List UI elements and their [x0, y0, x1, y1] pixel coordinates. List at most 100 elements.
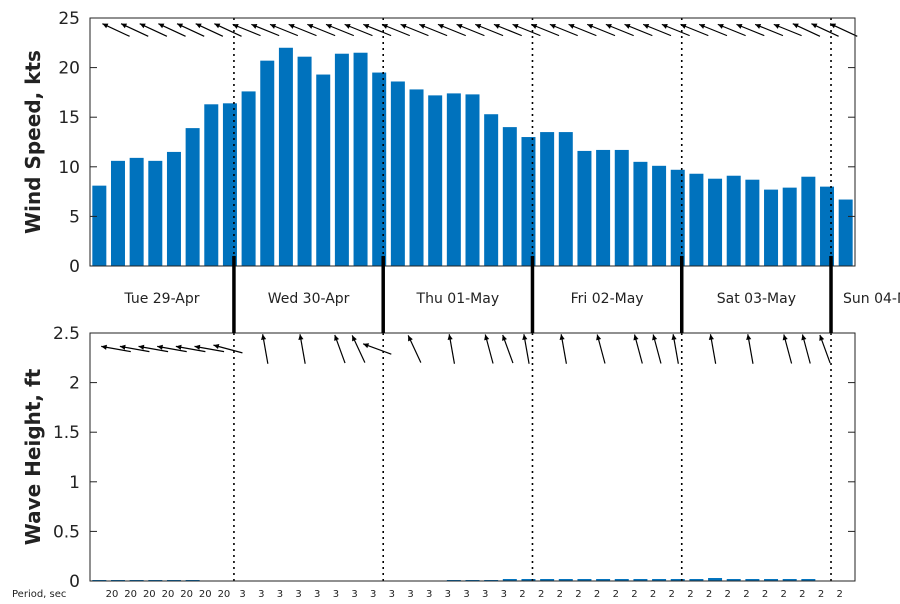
wind-direction-arrow [736, 23, 765, 37]
wind-bar [801, 176, 816, 266]
wind-bar [409, 89, 424, 266]
wave-direction-arrow [652, 334, 662, 364]
wave-direction-arrow [522, 334, 530, 364]
day-label: Wed 30-Apr [268, 291, 350, 307]
period-value: 3 [351, 589, 357, 600]
wave-y-tick-label: 2 [69, 374, 80, 394]
wind-bar [633, 161, 648, 266]
period-value: 20 [162, 589, 175, 600]
wave-direction-arrow [447, 334, 456, 364]
wind-bar [92, 185, 107, 266]
wind-direction-arrow [437, 23, 466, 37]
wave-bar [596, 579, 611, 581]
wind-bar [614, 149, 629, 266]
day-label: Sat 03-May [717, 291, 796, 307]
wave-bar [577, 579, 592, 581]
period-value: 3 [239, 589, 245, 600]
period-value: 3 [277, 589, 283, 600]
wind-direction-arrow [586, 23, 616, 37]
wind-y-tick-label: 5 [69, 207, 80, 227]
wind-direction-arrow [792, 23, 821, 37]
wave-bar [670, 579, 685, 581]
wind-direction-arrow [158, 23, 186, 37]
wind-direction-arrow [120, 23, 149, 37]
period-value: 2 [669, 589, 675, 600]
wave-bar [540, 579, 555, 581]
period-value: 3 [389, 589, 395, 600]
wave-direction-arrow [801, 334, 811, 364]
day-label: Sun 04-Ma [843, 291, 900, 307]
wave-bar [764, 579, 779, 581]
period-value: 3 [258, 589, 264, 600]
wave-bar [521, 579, 536, 581]
wave-direction-arrow [175, 344, 206, 353]
period-value: 3 [482, 589, 488, 600]
wind-bar [278, 47, 293, 267]
wind-direction-arrow [139, 23, 168, 37]
period-value: 2 [818, 589, 824, 600]
wind-direction-arrow [811, 23, 839, 37]
wind-direction-arrow [680, 23, 709, 37]
wave-direction-arrow [559, 334, 567, 364]
wave-plot-frame [89, 332, 856, 582]
wind-bar [838, 199, 853, 266]
period-value: 20 [143, 589, 156, 600]
wind-direction-arrow [717, 23, 746, 37]
wind-direction-arrow [754, 23, 784, 37]
wind-bar [540, 132, 555, 266]
wind-direction-arrow [456, 23, 485, 37]
period-value: 3 [333, 589, 339, 600]
wind-bar [652, 165, 667, 266]
period-value: 20 [106, 589, 119, 600]
wind-bar [670, 169, 685, 266]
wind-bar [185, 128, 200, 266]
day-label: Fri 02-May [571, 291, 644, 307]
wave-bar [558, 579, 573, 581]
wave-direction-arrow [596, 334, 606, 364]
wave-bar [614, 579, 629, 581]
wave-direction-arrow [782, 334, 793, 364]
wind-direction-arrow [269, 23, 299, 37]
wave-bar [782, 579, 797, 581]
wind-bar [390, 81, 405, 266]
wind-bar [446, 93, 461, 266]
wind-direction-arrow [232, 23, 261, 37]
wind-direction-arrow [475, 23, 504, 37]
wind-bar [689, 173, 704, 266]
wind-y-tick-label: 15 [58, 108, 80, 128]
wind-direction-arrow [661, 23, 690, 37]
period-value: 3 [445, 589, 451, 600]
wave-direction-arrow [138, 344, 169, 353]
wind-bar [110, 160, 125, 266]
wave-y-tick-label: 0.5 [53, 522, 80, 542]
day-label: Thu 01-May [416, 291, 500, 307]
wave-direction-arrow [407, 335, 422, 363]
wind-bar [204, 104, 219, 266]
wind-bar [521, 137, 536, 266]
wind-plot-frame [89, 17, 856, 267]
period-value: 20 [124, 589, 137, 600]
period-value: 2 [650, 589, 656, 600]
period-value: 2 [631, 589, 637, 600]
wind-bar [465, 94, 480, 266]
period-value: 2 [613, 589, 619, 600]
wind-bar [577, 150, 592, 266]
wind-bar [222, 103, 237, 266]
wind-bar [260, 60, 275, 266]
period-value: 20 [199, 589, 212, 600]
period-value: 2 [687, 589, 693, 600]
wave-direction-arrow [101, 344, 131, 353]
wave-direction-arrow [157, 344, 187, 353]
wind-direction-arrow [531, 23, 560, 37]
wind-direction-arrow [102, 23, 130, 37]
wave-direction-arrow [502, 334, 514, 364]
wave-bar [652, 579, 667, 581]
period-value: 2 [799, 589, 805, 600]
wind-direction-arrow [288, 23, 317, 37]
wind-direction-arrow [605, 23, 634, 37]
wave-bar [708, 578, 723, 581]
wave-direction-arrow [351, 335, 366, 363]
wave-y-tick-label: 2.5 [53, 324, 80, 344]
